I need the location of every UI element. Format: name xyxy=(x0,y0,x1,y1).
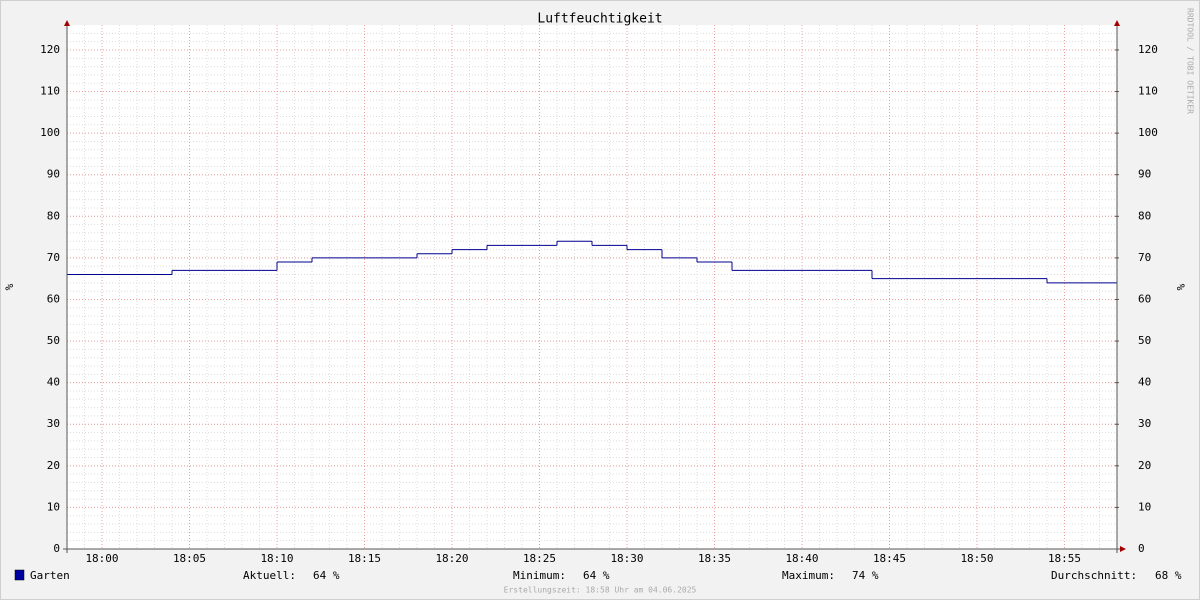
y2-tick-label: 30 xyxy=(1138,417,1151,430)
stat-label: Minimum: xyxy=(513,569,566,582)
y-tick-label: 10 xyxy=(47,500,60,513)
y-tick-label: 100 xyxy=(40,126,60,139)
y2-tick-label: 70 xyxy=(1138,251,1151,264)
axis-arrow xyxy=(1114,20,1120,26)
stat-value: 68 % xyxy=(1155,569,1182,582)
x-tick-label: 18:35 xyxy=(698,552,731,565)
axis-arrow xyxy=(64,20,70,26)
stat-value: 74 % xyxy=(852,569,879,582)
footer: Erstellungszeit: 18:58 Uhr am 04.06.2025 xyxy=(504,586,697,595)
y2-tick-label: 20 xyxy=(1138,459,1151,472)
y2-tick-label: 80 xyxy=(1138,209,1151,222)
x-tick-label: 18:00 xyxy=(85,552,118,565)
y-tick-label: 90 xyxy=(47,168,60,181)
chart-title: Luftfeuchtigkeit xyxy=(537,12,662,27)
y2-axis-label: % xyxy=(1174,284,1187,291)
y-tick-label: 70 xyxy=(47,251,60,264)
y-tick-label: 50 xyxy=(47,334,60,347)
y2-tick-label: 60 xyxy=(1138,292,1151,305)
grid xyxy=(67,25,1117,550)
x-tick-label: 18:30 xyxy=(610,552,643,565)
y-tick-label: 110 xyxy=(40,85,60,98)
stat-label: Maximum: xyxy=(782,569,835,582)
stat-value: 64 % xyxy=(313,569,340,582)
legend-label: Garten xyxy=(30,569,70,582)
x-tick-label: 18:25 xyxy=(523,552,556,565)
y-tick-label: 120 xyxy=(40,43,60,56)
legend-swatch xyxy=(14,569,25,581)
y-tick-label: 80 xyxy=(47,209,60,222)
y2-tick-label: 40 xyxy=(1138,376,1151,389)
y2-tick-label: 110 xyxy=(1138,85,1158,98)
y-tick-label: 60 xyxy=(47,292,60,305)
y2-tick-label: 50 xyxy=(1138,334,1151,347)
y2-tick-label: 90 xyxy=(1138,168,1151,181)
stat-label: Aktuell: xyxy=(243,569,296,582)
y2-tick-label: 0 xyxy=(1138,542,1145,555)
x-tick-label: 18:40 xyxy=(785,552,818,565)
y2-tick-label: 10 xyxy=(1138,500,1151,513)
x-tick-label: 18:50 xyxy=(960,552,993,565)
x-tick-label: 18:55 xyxy=(1048,552,1081,565)
x-tick-label: 18:05 xyxy=(173,552,206,565)
y-tick-label: 20 xyxy=(47,459,60,472)
x-tick-label: 18:20 xyxy=(435,552,468,565)
y2-tick-label: 100 xyxy=(1138,126,1158,139)
x-tick-label: 18:10 xyxy=(260,552,293,565)
y-tick-label: 30 xyxy=(47,417,60,430)
watermark: RRDTOOL / TOBI OETIKER xyxy=(1186,8,1195,114)
y2-tick-label: 120 xyxy=(1138,43,1158,56)
stat-value: 64 % xyxy=(583,569,610,582)
stat-label: Durchschnitt: xyxy=(1051,569,1137,582)
y-tick-label: 40 xyxy=(47,376,60,389)
x-tick-label: 18:15 xyxy=(348,552,381,565)
y-axis-label: % xyxy=(3,283,16,290)
axis-arrow xyxy=(1120,546,1126,552)
marks xyxy=(67,240,1117,284)
x-tick-label: 18:45 xyxy=(873,552,906,565)
y-tick-label: 0 xyxy=(53,542,60,555)
